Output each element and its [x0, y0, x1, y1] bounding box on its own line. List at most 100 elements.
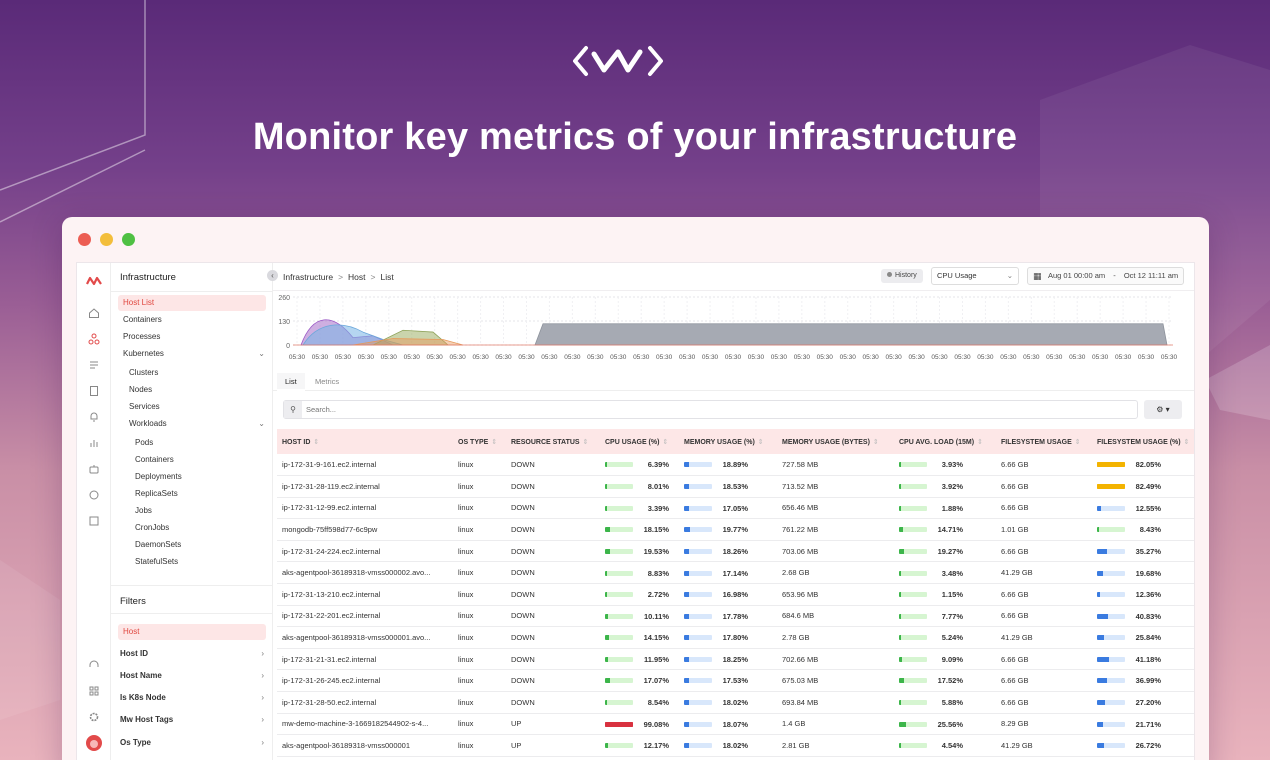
table-row[interactable]: mw-demo-machine-3-1669182544902-s-4... li…	[277, 713, 1194, 736]
sidebar-item-workloads[interactable]: Workloads ⌄	[129, 416, 265, 432]
host-id-cell[interactable]: ip-172-31-28-119.ec2.internal	[277, 475, 453, 498]
filter-host-chip[interactable]: Host	[118, 624, 266, 640]
sidebar-item-jobs[interactable]: Jobs	[135, 506, 152, 515]
sort-icon[interactable]: ⇕	[757, 438, 764, 446]
column-header[interactable]: RESOURCE STATUS ⇕	[506, 429, 600, 454]
host-id-cell[interactable]: ip-172-31-13-210.ec2.internal	[277, 583, 453, 606]
table-row[interactable]: ip-172-31-9-161.ec2.internal linux DOWN 6.3…	[277, 454, 1194, 477]
table-row[interactable]: aks-agentpool-36189318-vmss000001.avo...…	[277, 626, 1194, 649]
sidebar-item-cronjobs[interactable]: CronJobs	[135, 523, 170, 532]
column-header[interactable]: FILESYSTEM USAGE ⇕	[996, 429, 1092, 454]
mem-value: 18.02%	[722, 741, 748, 751]
bell-icon[interactable]	[84, 407, 104, 427]
filter-label: Mw Host Tags	[120, 715, 174, 724]
table-row[interactable]: ip-172-31-28-119.ec2.internal linux DOWN 8.…	[277, 475, 1194, 498]
collapse-sidebar-button[interactable]: ‹	[267, 270, 278, 281]
sort-icon[interactable]: ⇕	[977, 438, 983, 446]
column-header[interactable]: HOST ID ⇕	[277, 429, 453, 454]
tab-metrics[interactable]: Metrics	[315, 377, 340, 386]
column-header[interactable]: CPU USAGE (%) ⇕	[600, 429, 679, 454]
document-icon[interactable]	[84, 381, 104, 401]
sort-icon[interactable]: ⇕	[491, 438, 498, 446]
sidebar-item-pods[interactable]: Pods	[135, 438, 154, 447]
metric-select[interactable]: CPU Usage ⌄	[931, 267, 1019, 285]
chart-icon[interactable]	[84, 433, 104, 453]
crumb-host[interactable]: Host	[348, 272, 366, 282]
search-icon[interactable]: ⚲	[284, 401, 302, 418]
sidebar-item-kubernetes[interactable]: Kubernetes ⌄	[123, 346, 265, 362]
table-row[interactable]: ip-172-31-22-201.ec2.internal linux DOWN 10…	[277, 605, 1194, 628]
host-id-cell[interactable]: ip-172-31-24-224.ec2.internal	[277, 540, 453, 563]
host-id-cell[interactable]: ip-172-31-9-161.ec2.internal	[277, 454, 453, 477]
host-id-cell[interactable]: aks-agentpool-36189318-vmss000001.avo...	[277, 626, 453, 649]
sidebar-item-host-list[interactable]: Host List	[118, 295, 266, 311]
sort-icon[interactable]: ⇕	[1183, 438, 1190, 446]
sidebar-item-deployments[interactable]: Deployments	[135, 472, 182, 481]
history-button[interactable]: History	[881, 269, 923, 283]
filter-host-name[interactable]: Host Name ›	[120, 671, 268, 680]
table-row[interactable]: mongodb-75ff598d77-6c9pw linux DOWN 18.15% 1…	[277, 518, 1194, 541]
column-header[interactable]: FILESYSTEM USAGE (%) ⇕	[1092, 429, 1194, 454]
home-icon[interactable]	[84, 303, 104, 323]
table-row[interactable]: ip-172-31-12-99.ec2.internal linux DOWN 3.3…	[277, 497, 1194, 520]
sort-icon[interactable]: ⇕	[582, 438, 589, 446]
host-id-cell[interactable]: aks-agentpool-36189318-vmss000001	[277, 734, 453, 757]
resource-status-cell: DOWN	[506, 648, 600, 671]
host-id-cell[interactable]: mongodb-75ff598d77-6c9pw	[277, 518, 453, 541]
close-dot[interactable]	[78, 233, 91, 246]
grid-icon[interactable]	[84, 681, 104, 701]
tab-list[interactable]: List	[277, 373, 305, 391]
settings-gear-icon[interactable]	[84, 707, 104, 727]
table-row[interactable]: ip-172-31-24-224.ec2.internal linux DOWN 19…	[277, 540, 1194, 563]
sidebar-item-nodes[interactable]: Nodes	[129, 385, 153, 394]
search-input[interactable]	[306, 403, 1106, 416]
sidebar-item-services[interactable]: Services	[129, 402, 160, 411]
logs-icon[interactable]	[84, 355, 104, 375]
host-id-cell[interactable]: aks-agentpool-36189318-vmss000002.avo...	[277, 561, 453, 585]
sort-icon[interactable]: ⇕	[872, 438, 879, 446]
headset-icon[interactable]	[84, 655, 104, 675]
bot-icon[interactable]	[84, 459, 104, 479]
table-row[interactable]: ip-172-31-13-210.ec2.internal linux DOWN 2.…	[277, 583, 1194, 606]
brand-logo-icon[interactable]	[84, 271, 104, 291]
host-id-cell[interactable]: ip-172-31-22-201.ec2.internal	[277, 605, 453, 628]
column-header[interactable]: MEMORY USAGE (%) ⇕	[679, 429, 777, 454]
table-row[interactable]: ip-172-31-21-31.ec2.internal linux DOWN 11.…	[277, 648, 1194, 671]
sidebar-item-daemonsets[interactable]: DaemonSets	[135, 540, 182, 549]
os-type-cell: linux	[453, 540, 506, 563]
table-row[interactable]: aks-agentpool-36189318-vmss000002.avo...…	[277, 561, 1194, 585]
filter-is-k8s-node[interactable]: Is K8s Node ›	[120, 693, 268, 702]
sidebar-item-replicasets[interactable]: ReplicaSets	[135, 489, 178, 498]
host-id-cell[interactable]: ip-172-31-12-99.ec2.internal	[277, 497, 453, 520]
sidebar-item-processes[interactable]: Processes	[123, 332, 161, 341]
host-id-cell[interactable]: ip-172-31-26-245.ec2.internal	[277, 669, 453, 693]
filter-os-type[interactable]: Os Type ›	[120, 738, 268, 747]
host-id-cell[interactable]: ip-172-31-21-31.ec2.internal	[277, 648, 453, 671]
sort-icon[interactable]: ⇕	[1074, 438, 1081, 446]
host-id-cell[interactable]: ip-172-31-28-50.ec2.internal	[277, 691, 453, 714]
sidebar-item-workload-containers[interactable]: Containers	[135, 455, 174, 464]
table-row[interactable]: ip-172-31-26-245.ec2.internal linux DOWN 17…	[277, 669, 1194, 693]
table-row[interactable]: ip-172-31-28-50.ec2.internal linux DOWN 8.5…	[277, 691, 1194, 714]
table-row[interactable]: aks-agentpool-36189318-vmss000001 linux UP…	[277, 734, 1194, 757]
minimize-dot[interactable]	[100, 233, 113, 246]
column-header[interactable]: OS TYPE ⇕	[453, 429, 506, 454]
column-header[interactable]: MEMORY USAGE (BYTES) ⇕	[777, 429, 894, 454]
crumb-infrastructure[interactable]: Infrastructure	[283, 272, 334, 282]
sort-icon[interactable]: ⇕	[313, 438, 320, 446]
user-avatar[interactable]	[84, 733, 104, 753]
sort-icon[interactable]: ⇕	[662, 438, 669, 446]
infrastructure-icon[interactable]	[84, 329, 104, 349]
maximize-dot[interactable]	[122, 233, 135, 246]
date-range-picker[interactable]: ▦ Aug 01 00:00 am - Oct 12 11:11 am	[1027, 267, 1184, 285]
sidebar-item-clusters[interactable]: Clusters	[129, 368, 159, 377]
sidebar-item-containers[interactable]: Containers	[123, 315, 162, 324]
column-settings-button[interactable]: ⚙ ▾	[1144, 400, 1182, 419]
host-id-cell[interactable]: mw-demo-machine-3-1669182544902-s-4...	[277, 713, 453, 736]
chat-icon[interactable]	[84, 485, 104, 505]
dashboard-icon[interactable]	[84, 511, 104, 531]
sidebar-item-statefulsets[interactable]: StatefulSets	[135, 557, 179, 566]
filter-host-id[interactable]: Host ID ›	[120, 649, 268, 658]
column-header[interactable]: CPU AVG. LOAD (15M) ⇕	[894, 429, 996, 454]
filter-mw-host-tags[interactable]: Mw Host Tags ›	[120, 715, 268, 724]
